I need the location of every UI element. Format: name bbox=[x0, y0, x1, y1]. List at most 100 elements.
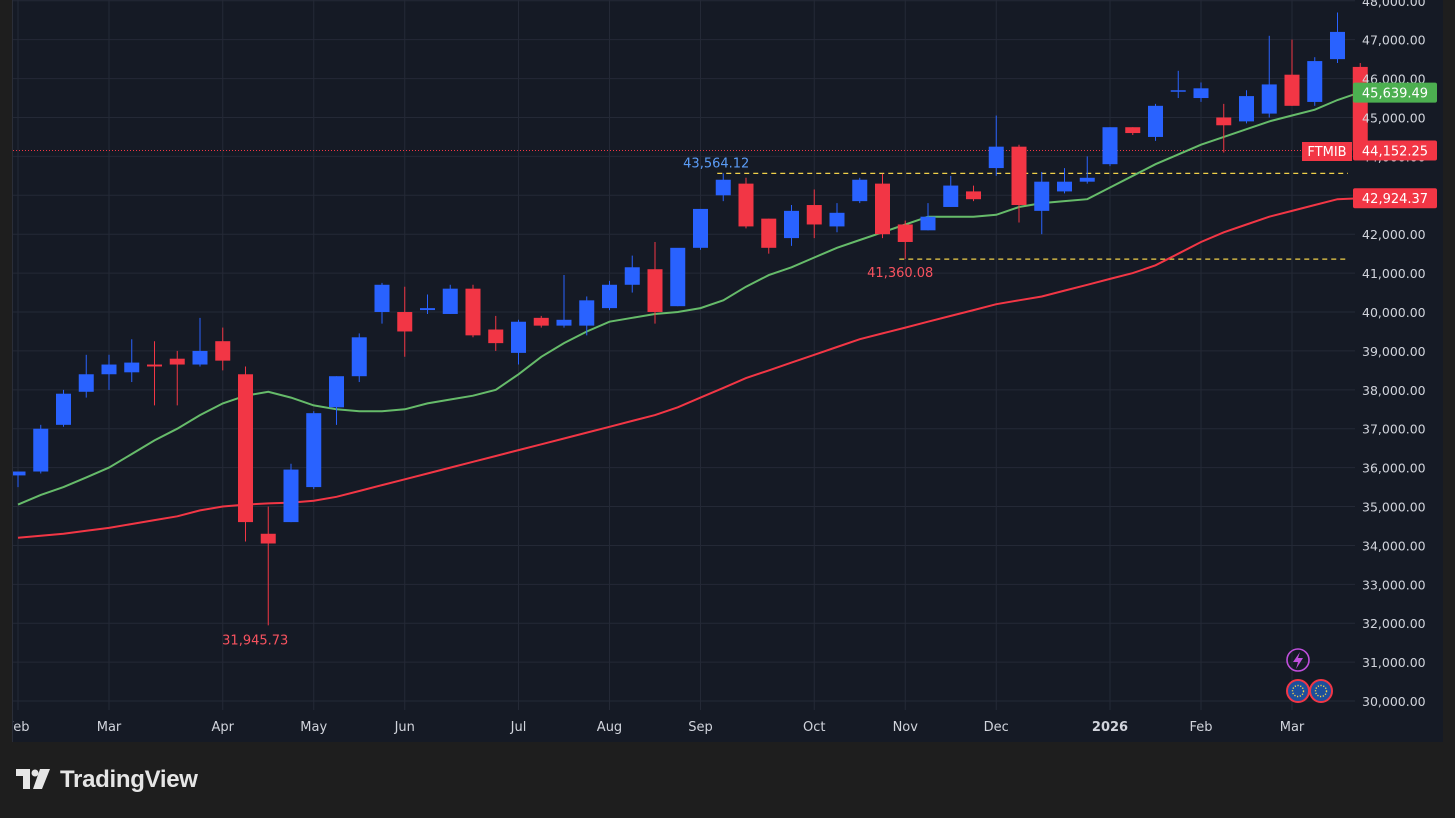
candle bbox=[1193, 82, 1209, 102]
price-badges: 45,639.49 44,152.25 42,924.37 bbox=[1353, 82, 1437, 209]
y-tick-label: 34,000.00 bbox=[1362, 538, 1426, 553]
candle bbox=[852, 177, 868, 204]
price-badge-label: 42,924.37 bbox=[1362, 192, 1428, 207]
candle bbox=[465, 284, 481, 338]
candle bbox=[351, 333, 367, 383]
candle bbox=[897, 220, 913, 260]
candle-body bbox=[465, 288, 481, 336]
candle-body bbox=[215, 341, 231, 361]
candle bbox=[1102, 127, 1118, 167]
candle-body bbox=[829, 212, 845, 227]
candle bbox=[829, 203, 845, 233]
price-annotation: 41,360.08 bbox=[867, 266, 933, 281]
candle bbox=[1284, 39, 1300, 106]
x-tick-label: Feb bbox=[13, 720, 30, 735]
candle bbox=[1011, 144, 1027, 223]
y-tick-label: 40,000.00 bbox=[1362, 305, 1426, 320]
symbol-label: FTMIB bbox=[1307, 145, 1346, 160]
brand-name: TradingView bbox=[60, 766, 198, 793]
candle-body bbox=[1148, 105, 1163, 137]
candles bbox=[13, 12, 1368, 626]
candle-body bbox=[943, 185, 959, 207]
candle-body bbox=[1079, 177, 1095, 182]
x-tick-label: 2026 bbox=[1092, 720, 1128, 735]
symbol-badge: FTMIB bbox=[1302, 142, 1352, 161]
tradingview-logo[interactable]: TradingView bbox=[16, 766, 198, 794]
candle-body bbox=[147, 364, 162, 367]
candle-body bbox=[556, 319, 572, 326]
candle-body bbox=[602, 284, 617, 309]
x-tick-label: Mar bbox=[1280, 720, 1305, 735]
price-annotations: 43,564.12 41,360.08 31,945.73 bbox=[222, 156, 933, 648]
candle-body bbox=[533, 317, 549, 326]
candle bbox=[1239, 90, 1254, 124]
y-tick-label: 39,000.00 bbox=[1362, 344, 1426, 359]
candle-body bbox=[1261, 84, 1277, 114]
candle bbox=[806, 189, 822, 239]
price-badge: 42,924.37 bbox=[1353, 188, 1437, 209]
candlestick-chart[interactable]: 30,000.00 31,000.00 32,000.00 33,000.00 34,0… bbox=[13, 0, 1443, 742]
x-tick-label: Sep bbox=[688, 720, 713, 735]
candle bbox=[511, 319, 526, 365]
candle-body bbox=[670, 247, 686, 307]
candle-body bbox=[169, 358, 185, 365]
candle-body bbox=[283, 469, 299, 523]
candle-body bbox=[124, 362, 140, 373]
x-axis[interactable]: Feb Mar Apr May Jun Jul Aug Sep Oct Nov Dec 2026 Feb… bbox=[13, 720, 1305, 735]
eu-flag-icon[interactable] bbox=[1309, 679, 1333, 703]
candle-body bbox=[1216, 117, 1232, 126]
candle bbox=[101, 354, 117, 390]
x-tick-label: Feb bbox=[1189, 720, 1212, 735]
candle bbox=[397, 286, 413, 357]
chart-area[interactable]: 30,000.00 31,000.00 32,000.00 33,000.00 34,0… bbox=[12, 0, 1443, 743]
eu-flag-icon[interactable] bbox=[1286, 679, 1310, 703]
candle bbox=[988, 115, 1004, 176]
candle-body bbox=[1307, 61, 1323, 102]
candle bbox=[693, 208, 708, 250]
candle bbox=[169, 350, 185, 406]
y-tick-label: 47,000.00 bbox=[1362, 33, 1426, 48]
candle bbox=[33, 424, 49, 474]
candle-body bbox=[397, 312, 413, 332]
price-annotation: 43,564.12 bbox=[683, 156, 749, 171]
candle-body bbox=[351, 337, 367, 377]
x-tick-label: May bbox=[300, 720, 327, 735]
candle bbox=[147, 341, 162, 406]
x-tick-label: Apr bbox=[212, 720, 235, 735]
y-tick-label: 32,000.00 bbox=[1362, 616, 1426, 631]
candle-body bbox=[875, 183, 890, 235]
candle bbox=[283, 463, 299, 523]
candle bbox=[943, 175, 959, 207]
x-tick-label: Jun bbox=[394, 720, 415, 735]
candle-body bbox=[1193, 88, 1209, 99]
candle bbox=[192, 317, 208, 367]
candle-body bbox=[260, 533, 276, 544]
y-tick-label: 41,000.00 bbox=[1362, 266, 1426, 281]
candle-body bbox=[784, 210, 799, 239]
candle bbox=[556, 275, 572, 328]
candle-body bbox=[306, 413, 322, 488]
candle-body bbox=[329, 376, 344, 408]
candle bbox=[715, 173, 731, 202]
candle-body bbox=[488, 329, 504, 344]
candle bbox=[1034, 171, 1050, 235]
candle-body bbox=[579, 300, 595, 326]
y-tick-label: 42,000.00 bbox=[1362, 227, 1426, 242]
footer bbox=[0, 742, 1455, 818]
candle bbox=[761, 218, 777, 254]
candle bbox=[1148, 103, 1163, 141]
price-badge: 44,152.25 bbox=[1353, 140, 1437, 161]
candle bbox=[579, 296, 595, 336]
candle-body bbox=[101, 364, 117, 375]
candle bbox=[488, 315, 504, 351]
candle-body bbox=[988, 146, 1004, 169]
price-annotation: 31,945.73 bbox=[222, 633, 288, 648]
y-tick-label: 31,000.00 bbox=[1362, 655, 1426, 670]
candle-body bbox=[1034, 181, 1050, 211]
x-tick-label: Aug bbox=[597, 720, 622, 735]
lightning-icon[interactable] bbox=[1286, 648, 1310, 672]
slow-moving-average-line bbox=[17, 197, 1361, 539]
candle bbox=[1079, 156, 1095, 184]
candle-body bbox=[78, 374, 94, 392]
y-axis[interactable]: 30,000.00 31,000.00 32,000.00 33,000.00 34,0… bbox=[1362, 0, 1426, 709]
